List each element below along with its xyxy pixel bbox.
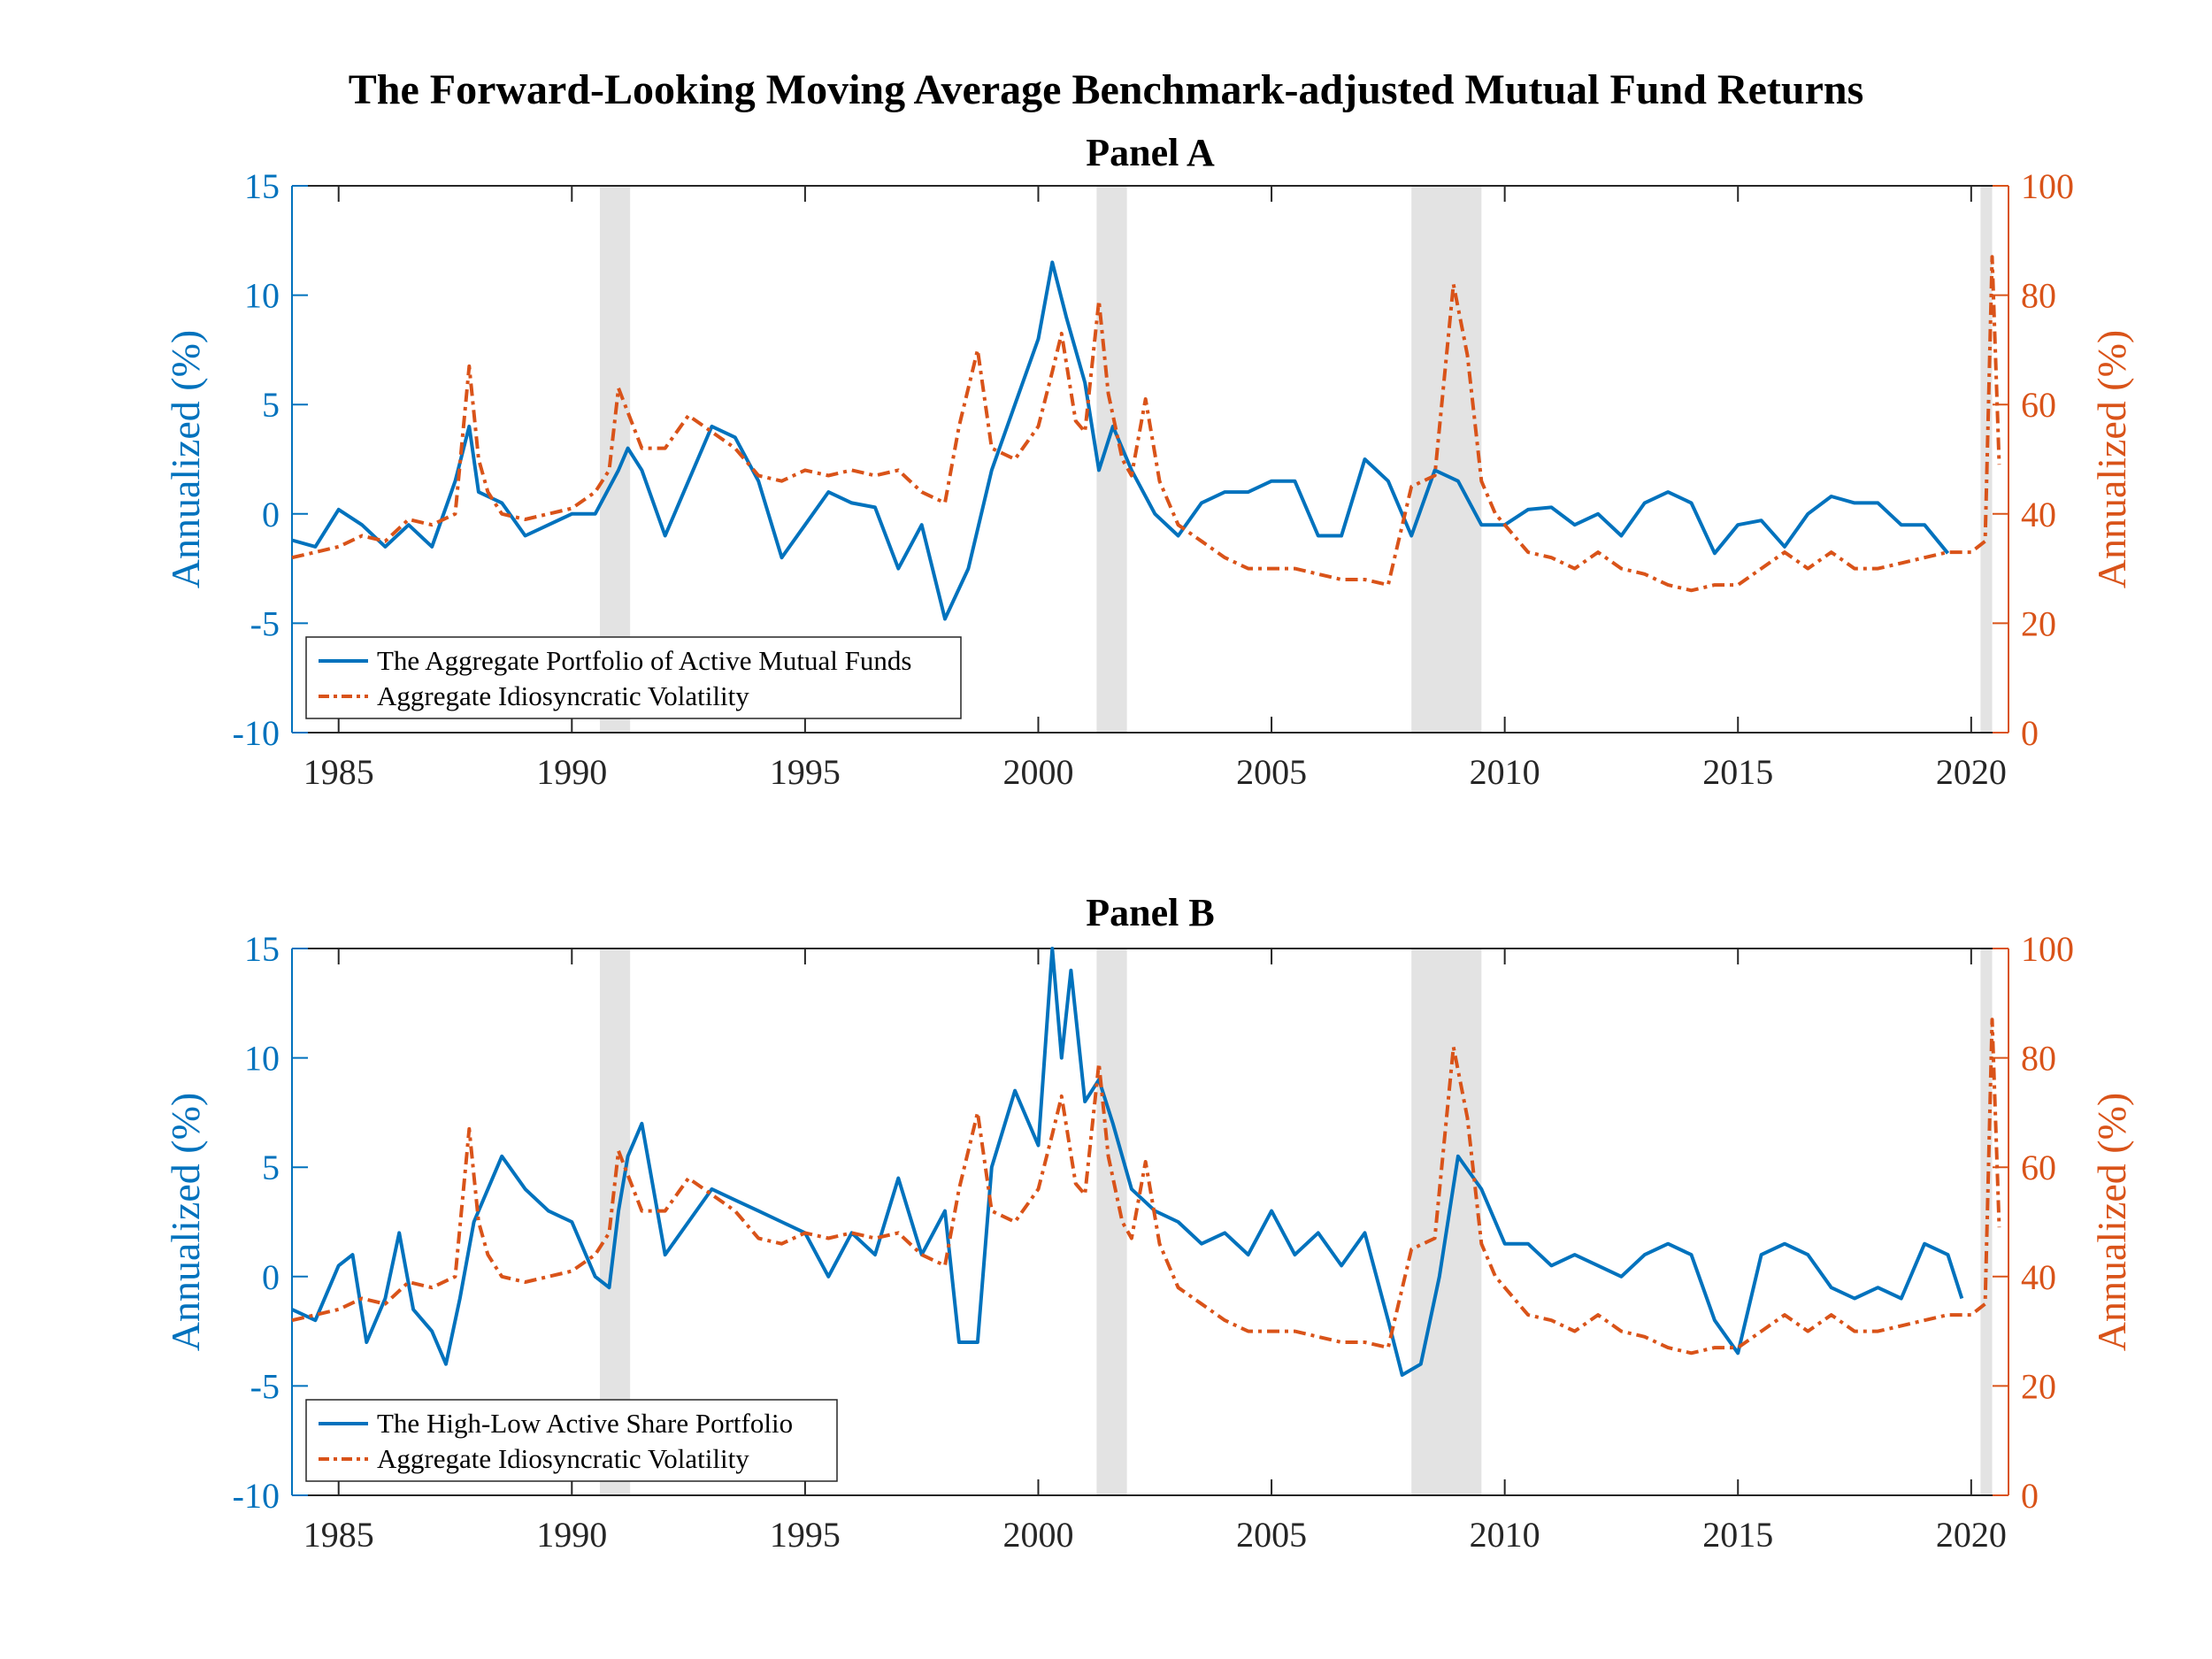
panel-b-legend-label: Aggregate Idiosyncratic Volatility [377, 1443, 749, 1474]
panel-a-ytick-right-label: 40 [2021, 495, 2056, 534]
panel-a-recession-band [1411, 186, 1482, 733]
panel-b-ytick-left-label: 5 [262, 1148, 280, 1187]
panel-a-xtick-label: 2005 [1236, 752, 1307, 792]
panel-b-ytick-right-label: 40 [2021, 1257, 2056, 1297]
panel-b-ylabel-right: Annualized (%) [2089, 1093, 2134, 1352]
panel-a-ytick-left-label: 0 [262, 495, 280, 534]
figure-title: The Forward-Looking Moving Average Bench… [349, 66, 1864, 113]
panel-b-ytick-right-label: 100 [2021, 929, 2074, 969]
panel-b-ytick-left-label: -5 [250, 1366, 280, 1406]
panel-b-legend-label: The High-Low Active Share Portfolio [377, 1408, 793, 1439]
panel-b-series-group [291, 947, 2001, 1377]
panel-b-ytick-right-label: 20 [2021, 1366, 2056, 1406]
panel-a-legend-label: The Aggregate Portfolio of Active Mutual… [377, 645, 911, 676]
panel-b-xtick-label: 2005 [1236, 1515, 1307, 1555]
panel-b-ytick-left-label: 15 [244, 929, 280, 969]
panel-a-ytick-right-label: 100 [2021, 166, 2074, 206]
panel-a-ytick-left-label: 10 [244, 276, 280, 316]
panel-b-xtick-label: 2015 [1702, 1515, 1773, 1555]
panel-a-ytick-left-label: -5 [250, 603, 280, 643]
panel-b-ytick-right-label: 0 [2021, 1476, 2039, 1516]
panel-b-xtick-label: 1985 [303, 1515, 374, 1555]
panel-a-ylabel-left: Annualized (%) [163, 330, 208, 589]
panel-b-xtick-label: 2000 [1002, 1515, 1073, 1555]
panel-a-xtick-label: 2020 [1936, 752, 2007, 792]
panel-a-ytick-left-label: 5 [262, 385, 280, 425]
panel-b-legend-box [305, 1399, 838, 1482]
panel-a-ytick-right-label: 80 [2021, 276, 2056, 316]
panel-a-xtick-label: 1995 [770, 752, 841, 792]
panel-b-title: Panel B [1086, 891, 1214, 934]
panel-b-xtick-label: 1990 [536, 1515, 607, 1555]
panel-b-series-return-line [291, 947, 1964, 1377]
panel-a-xtick-label: 2010 [1470, 752, 1540, 792]
panel-b-series-volatility-line [291, 1018, 2001, 1356]
panel-a-series-return-line [291, 260, 1950, 621]
panel-b-xtick-label: 2020 [1936, 1515, 2007, 1555]
panel-b-ytick-right-label: 80 [2021, 1039, 2056, 1079]
panel-a-xtick-label: 2015 [1702, 752, 1773, 792]
panel-a-ytick-left-label: -10 [233, 713, 280, 753]
panel-b-ylabel-left: Annualized (%) [163, 1093, 208, 1352]
panel-a-xtick-label: 1985 [303, 752, 374, 792]
panel-b-xtick-label: 1995 [770, 1515, 841, 1555]
panel-a-ytick-right-label: 60 [2021, 385, 2056, 425]
panel-a-legend-label: Aggregate Idiosyncratic Volatility [377, 680, 749, 711]
panel-b-recession-band [1096, 949, 1127, 1495]
panel-a-ytick-right-label: 20 [2021, 603, 2056, 643]
panel-a-legend-box [305, 636, 962, 719]
panel-b-ytick-left-label: -10 [233, 1476, 280, 1516]
panel-a-series-volatility-line [291, 255, 2001, 593]
panel-b-ytick-left-label: 0 [262, 1257, 280, 1297]
panel-a-series-group [291, 255, 2001, 621]
panel-b-ytick-right-label: 60 [2021, 1148, 2056, 1187]
panel-a-xtick-label: 1990 [536, 752, 607, 792]
panel-a-xtick-label: 2000 [1002, 752, 1073, 792]
panel-a-ytick-right-label: 0 [2021, 713, 2039, 753]
panel-b-xtick-label: 2010 [1470, 1515, 1540, 1555]
panel-a-ytick-left-label: 15 [244, 166, 280, 206]
panel-a-ylabel-right: Annualized (%) [2089, 330, 2134, 589]
panel-b-ytick-left-label: 10 [244, 1039, 280, 1079]
panel-a-title: Panel A [1086, 131, 1215, 174]
